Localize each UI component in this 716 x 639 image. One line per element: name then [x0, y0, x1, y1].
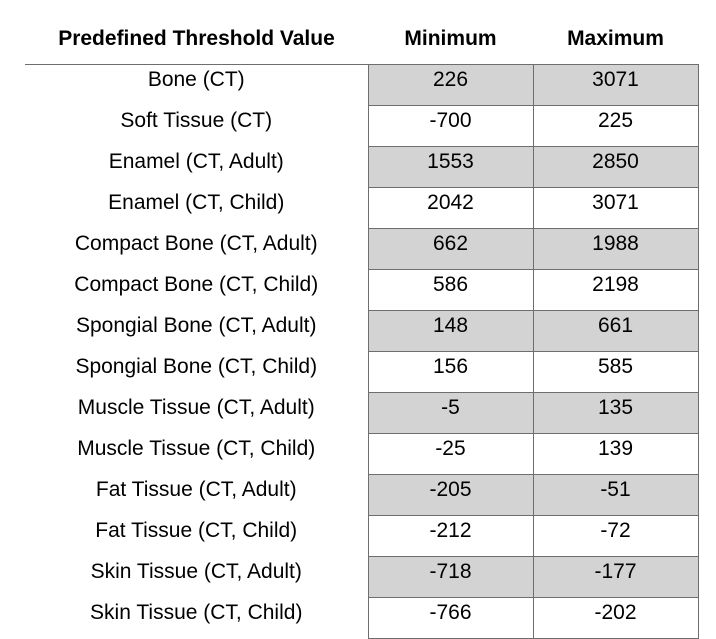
minimum-value: -766	[367, 597, 534, 639]
minimum-value: -5	[367, 392, 534, 434]
table-row: Spongial Bone (CT, Child) 156 585	[25, 351, 699, 393]
table-body: Bone (CT) 226 3071 Soft Tissue (CT) -700 225 E…	[25, 64, 699, 639]
table-row: Muscle Tissue (CT, Adult) -5 135	[25, 392, 699, 434]
maximum-value: 2850	[532, 146, 699, 188]
table-row: Compact Bone (CT, Child) 586 2198	[25, 269, 699, 311]
row-label: Muscle Tissue (CT, Adult)	[77, 395, 315, 419]
maximum-value: 139	[532, 433, 699, 475]
table-row: Spongial Bone (CT, Adult) 148 661	[25, 310, 699, 352]
maximum-value: 225	[532, 105, 699, 147]
table-row: Enamel (CT, Adult) 1553 2850	[25, 146, 699, 188]
maximum-value: 1988	[532, 228, 699, 270]
table-row: Fat Tissue (CT, Child) -212 -72	[25, 515, 699, 557]
threshold-table: Predefined Threshold Value Minimum Maxim…	[25, 17, 699, 639]
maximum-value: 2198	[532, 269, 699, 311]
minimum-value: 1553	[367, 146, 534, 188]
row-label: Soft Tissue (CT)	[120, 108, 273, 132]
header-row: Predefined Threshold Value Minimum Maxim…	[25, 17, 698, 65]
minimum-value: 148	[367, 310, 534, 352]
table-header: Predefined Threshold Value Minimum Maxim…	[25, 17, 698, 65]
maximum-value: -51	[532, 474, 699, 516]
row-label: Spongial Bone (CT, Adult)	[76, 313, 317, 337]
minimum-value: -212	[367, 515, 534, 557]
row-label: Spongial Bone (CT, Child)	[75, 354, 318, 378]
row-label: Enamel (CT, Adult)	[108, 149, 284, 173]
table-row: Soft Tissue (CT) -700 225	[25, 105, 699, 147]
row-label: Compact Bone (CT, Adult)	[74, 231, 318, 255]
table-row: Enamel (CT, Child) 2042 3071	[25, 187, 699, 229]
maximum-value: 135	[532, 392, 699, 434]
row-label: Muscle Tissue (CT, Child)	[77, 436, 316, 460]
table-row: Bone (CT) 226 3071	[25, 64, 699, 106]
row-label: Skin Tissue (CT, Child)	[90, 600, 303, 624]
minimum-value: 2042	[367, 187, 534, 229]
minimum-value: -700	[367, 105, 534, 147]
table-row: Muscle Tissue (CT, Child) -25 139	[25, 433, 699, 475]
maximum-value: 3071	[532, 187, 699, 229]
header-maximum: Maximum	[567, 27, 664, 50]
table-row: Skin Tissue (CT, Adult) -718 -177	[25, 556, 699, 598]
table-row: Fat Tissue (CT, Adult) -205 -51	[25, 474, 699, 516]
minimum-value: -205	[367, 474, 534, 516]
header-threshold-value: Predefined Threshold Value	[58, 27, 335, 50]
row-label: Compact Bone (CT, Child)	[74, 272, 319, 296]
table-row: Skin Tissue (CT, Child) -766 -202	[25, 597, 699, 639]
maximum-value: -202	[532, 597, 699, 639]
maximum-value: 3071	[532, 64, 699, 106]
maximum-value: 661	[532, 310, 699, 352]
maximum-value: 585	[532, 351, 699, 393]
header-minimum: Minimum	[404, 27, 497, 50]
minimum-value: 662	[367, 228, 534, 270]
minimum-value: -718	[367, 556, 534, 598]
minimum-value: 226	[367, 64, 534, 106]
maximum-value: -72	[532, 515, 699, 557]
row-label: Fat Tissue (CT, Adult)	[95, 477, 297, 501]
row-label: Skin Tissue (CT, Adult)	[90, 559, 302, 583]
table-row: Compact Bone (CT, Adult) 662 1988	[25, 228, 699, 270]
maximum-value: -177	[532, 556, 699, 598]
row-label: Bone (CT)	[25, 64, 368, 106]
minimum-value: 156	[367, 351, 534, 393]
row-label: Fat Tissue (CT, Child)	[95, 518, 298, 542]
row-label: Enamel (CT, Child)	[108, 190, 285, 214]
minimum-value: -25	[367, 433, 534, 475]
minimum-value: 586	[367, 269, 534, 311]
